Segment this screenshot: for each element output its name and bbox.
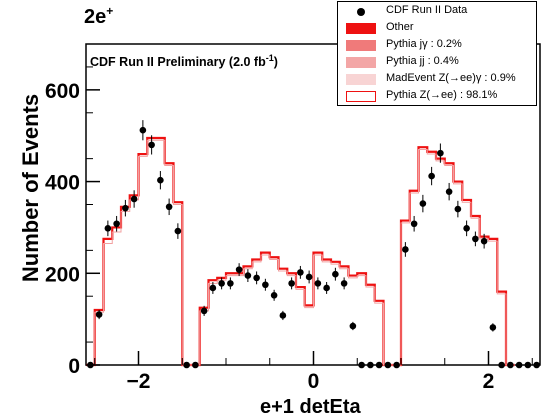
y-tick-label: 400: [45, 172, 80, 195]
legend-entry-data: CDF Run II Data: [338, 3, 538, 20]
data-point: [235, 266, 243, 273]
data-point: [183, 361, 190, 369]
legend-label: MadEvent Z(→ee)γ : 0.9%: [386, 72, 516, 84]
legend-label: Other: [386, 21, 414, 33]
data-point: [104, 225, 112, 232]
data-point: [209, 284, 217, 292]
data-point: [375, 361, 383, 369]
data-points: [87, 120, 540, 369]
data-point: [279, 312, 287, 319]
pythia-jj-swatch-icon: [346, 57, 376, 68]
data-point: [480, 237, 488, 245]
data-point: [122, 204, 129, 212]
data-point: [174, 227, 182, 235]
data-point: [498, 361, 505, 369]
data-point: [384, 361, 392, 369]
data-point: [472, 235, 479, 243]
y-tick-label: 600: [45, 80, 80, 103]
data-point: [393, 361, 400, 369]
other-swatch-icon: [346, 23, 376, 34]
data-point: [200, 307, 208, 315]
x-axis-label: e+1 detEta: [260, 396, 361, 415]
mc-component-histogram: [86, 139, 515, 366]
x-tick-label: 0: [308, 370, 320, 393]
data-point: [524, 361, 532, 369]
data-point: [157, 176, 164, 184]
data-point: [428, 172, 435, 180]
axes: 0 200 400 600 −2 0 2: [45, 66, 533, 393]
data-point: [113, 220, 120, 228]
data-point: [402, 246, 409, 253]
y-tick-label: 200: [45, 263, 80, 286]
data-point: [419, 200, 427, 207]
x-tick-label: −2: [127, 370, 151, 393]
legend-entry-pythia-jj: Pythia jj : 0.4%: [338, 54, 538, 71]
legend-label: CDF Run II Data: [386, 4, 468, 16]
data-point: [253, 274, 260, 282]
y-tick-label: 0: [68, 355, 80, 378]
data-point: [227, 280, 234, 287]
data-point: [533, 361, 540, 369]
data-point: [288, 280, 295, 287]
data-point: [305, 273, 313, 281]
mc-histograms: [86, 136, 515, 367]
data-point: [244, 272, 252, 279]
legend: CDF Run II Data Other Pythia jγ : 0.2% P…: [337, 1, 537, 106]
data-point: [367, 361, 374, 369]
data-point: [297, 269, 304, 276]
data-point: [463, 225, 470, 232]
data-point: [507, 361, 514, 369]
legend-label: Pythia jj : 0.4%: [386, 55, 459, 67]
legend-label: Pythia Z(→ee) : 98.1%: [386, 89, 498, 101]
y-axis-label: Number of Events: [18, 94, 43, 282]
data-point: [349, 322, 357, 330]
data-point: [139, 126, 147, 134]
data-point: [262, 281, 269, 289]
data-point: [218, 280, 225, 287]
data-point: [410, 220, 418, 228]
data-point: [270, 291, 278, 299]
legend-entry-pythia-jgamma: Pythia jγ : 0.2%: [338, 37, 538, 54]
data-point: [95, 311, 103, 318]
data-point: [454, 205, 462, 213]
data-point: [314, 280, 322, 287]
data-point: [148, 141, 155, 149]
data-point: [437, 149, 444, 157]
data-point: [515, 361, 523, 369]
data-point: [130, 195, 138, 203]
data-point: [165, 203, 173, 211]
data-point: [445, 188, 453, 195]
legend-entry-other: Other: [338, 20, 538, 37]
data-point: [489, 324, 497, 331]
legend-label: Pythia jγ : 0.2%: [386, 38, 462, 50]
data-point: [332, 270, 339, 278]
data-point: [192, 361, 199, 369]
x-tick-label: 2: [483, 370, 495, 393]
pythia-z-swatch-icon: [346, 91, 376, 102]
data-point: [323, 284, 330, 292]
data-point: [358, 361, 365, 369]
corner-label: 2e+: [84, 4, 113, 28]
legend-entry-pythia-z: Pythia Z(→ee) : 98.1%: [338, 88, 538, 105]
data-point: [340, 280, 348, 287]
madevent-swatch-icon: [346, 74, 376, 85]
data-marker-icon: [357, 8, 365, 16]
preliminary-label: CDF Run II Preliminary (2.0 fb-1): [90, 53, 278, 69]
legend-entry-madevent: MadEvent Z(→ee)γ : 0.9%: [338, 71, 538, 88]
pythia-jgamma-swatch-icon: [346, 40, 376, 51]
